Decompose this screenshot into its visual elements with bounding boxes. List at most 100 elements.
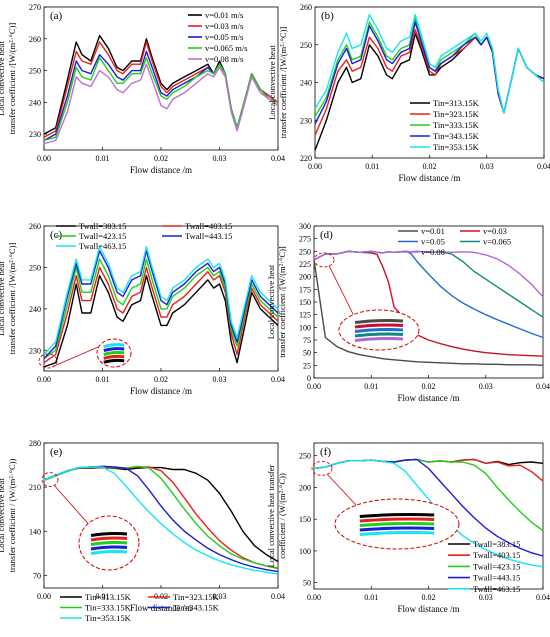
x-axis-label: Flow distance /m <box>130 386 192 396</box>
series-line <box>313 458 544 482</box>
y-tick-label: 275 <box>299 235 311 244</box>
x-axis-label: Flow distance /m <box>399 173 461 183</box>
y-tick-label: 250 <box>299 452 311 461</box>
zoom-inset-line <box>359 526 435 532</box>
legend-label: v=0.065 <box>483 237 511 247</box>
y-tick-label: 250 <box>29 67 41 76</box>
legend-label: Tin=323.15K <box>173 592 220 602</box>
y-tick-label: 225 <box>299 260 311 269</box>
zoom-connector <box>328 265 356 319</box>
panel-label: (e) <box>50 446 63 458</box>
legend-label: Twall=383.15 <box>79 221 126 231</box>
series-line <box>43 465 279 573</box>
legend-label: Tin=343.15K <box>173 603 220 613</box>
x-tick-label: 0.04 <box>271 375 285 384</box>
x-tick-label: 0.00 <box>37 375 51 384</box>
zoom-inset-line <box>90 550 128 555</box>
y-axis-label: Local convective heat <box>0 261 6 336</box>
zoom-inset-line <box>359 522 435 527</box>
series-line <box>314 29 545 136</box>
zoom-inset-line <box>90 541 128 546</box>
x-tick-label: 0.02 <box>422 382 436 391</box>
y-axis-label: transfer coefficient /[W/(m²·°C)] <box>7 243 17 355</box>
y-tick-label: 250 <box>299 247 311 256</box>
y-tick-label: 260 <box>300 3 312 12</box>
x-tick-label: 0.00 <box>308 162 322 171</box>
x-tick-label: 0.01 <box>96 154 110 163</box>
zoom-inset-line <box>359 531 435 536</box>
y-axis-label: coefficient / (W/(m²·°C)) <box>277 473 287 559</box>
y-tick-label: 250 <box>29 263 41 272</box>
zoom-inset-line <box>354 319 404 324</box>
y-tick-label: 240 <box>29 305 41 314</box>
zoom-marker <box>311 460 333 476</box>
legend-label: v=0.01 m/s <box>205 10 243 20</box>
x-tick-label: 0.03 <box>479 382 493 391</box>
x-tick-label: 0.03 <box>480 162 494 171</box>
y-tick-label: 250 <box>300 41 312 50</box>
zoom-inset-line <box>103 358 125 364</box>
x-tick-label: 0.00 <box>307 593 321 602</box>
legend-label: Twall=463.15 <box>473 584 520 594</box>
x-tick-label: 0.04 <box>537 162 550 171</box>
y-tick-label: 230 <box>300 116 312 125</box>
y-tick-label: 175 <box>299 285 311 294</box>
legend-label: v=0.03 m/s <box>205 21 243 31</box>
series-line <box>43 63 279 145</box>
x-axis-label: Flow distance /m <box>130 165 192 175</box>
series-line <box>43 466 279 570</box>
x-tick-label: 0.02 <box>423 162 437 171</box>
y-tick-label: 210 <box>29 483 41 492</box>
zoom-inset-line <box>359 517 435 523</box>
zoom-inset-line <box>354 328 404 333</box>
zoom-inset-line <box>354 323 404 329</box>
series-line <box>43 466 279 575</box>
y-tick-label: 220 <box>300 154 312 163</box>
zoom-inset-line <box>354 332 404 338</box>
y-tick-label: 230 <box>29 346 41 355</box>
y-tick-label: 240 <box>300 79 312 88</box>
series-line <box>313 259 544 366</box>
y-tick-label: 150 <box>299 515 311 524</box>
legend-label: Tin=343.15K <box>433 131 480 141</box>
y-tick-label: 0 <box>307 374 311 383</box>
series-line <box>43 246 279 355</box>
x-tick-label: 0.01 <box>364 382 378 391</box>
legend-label: v=0.03 <box>483 226 507 236</box>
x-tick-label: 0.03 <box>213 375 227 384</box>
legend-label: Tin=353.15K <box>433 142 480 152</box>
panel-label: (d) <box>320 229 333 241</box>
y-tick-label: 230 <box>29 130 41 139</box>
zoom-inset-line <box>359 513 435 518</box>
series-line <box>43 258 279 360</box>
legend-label: Tin=333.15K <box>433 120 480 130</box>
legend-label: Twall=443.15 <box>185 231 232 241</box>
zoom-marker <box>313 252 335 268</box>
panel-label: (c) <box>50 229 63 241</box>
y-axis-label: transfer coefficient /[W/(m²·°C)] <box>277 246 287 358</box>
series-line <box>43 266 279 364</box>
y-axis-label: Local convective heat <box>0 41 6 116</box>
y-axis-label: Local convective heat transfer <box>266 465 276 568</box>
legend-label: v=0.01 <box>421 226 445 236</box>
y-tick-label: 200 <box>299 483 311 492</box>
legend-label: Tin=353.15K <box>85 613 132 623</box>
legend-label: Tin=313.15K <box>85 592 132 602</box>
x-axis-label: Flow distance /m <box>398 393 460 403</box>
y-tick-label: 50 <box>303 349 311 358</box>
y-tick-label: 260 <box>29 35 41 44</box>
x-tick-label: 0.01 <box>96 375 110 384</box>
y-tick-label: 140 <box>29 527 41 536</box>
legend-label: Twall=383.15 <box>473 539 520 549</box>
chart-panel-1: 0.00 0.01 0.02 0.03 0.04 230 240 250 260 270 Flow … <box>0 3 285 175</box>
y-tick-label: 25 <box>303 361 311 370</box>
legend-label: Tin=313.15K <box>433 98 480 108</box>
x-tick-label: 0.01 <box>365 162 379 171</box>
legend-label: Twall=423.15 <box>473 561 520 571</box>
x-tick-label: 0.03 <box>213 592 227 601</box>
zoom-connector <box>326 473 361 510</box>
y-tick-label: 100 <box>299 323 311 332</box>
y-tick-label: 70 <box>33 571 41 580</box>
panel-label: (a) <box>50 10 63 22</box>
y-axis-label: transfer coefficient /[W/(m²·°C)] <box>7 23 17 135</box>
